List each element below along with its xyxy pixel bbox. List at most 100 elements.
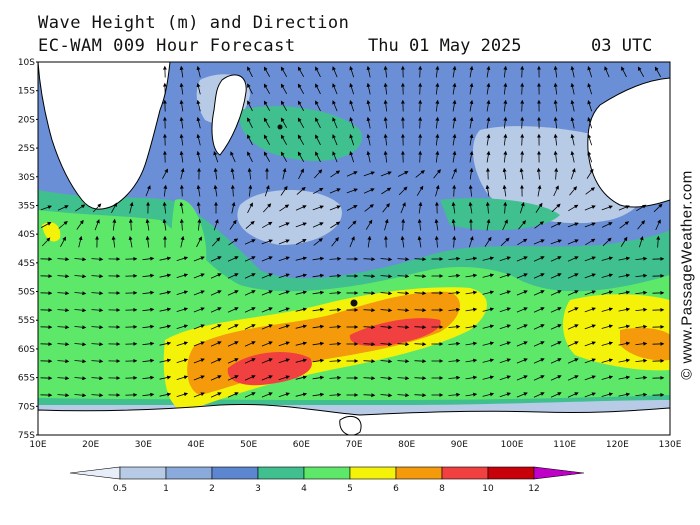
direction-arrow (452, 150, 457, 163)
direction-arrow (469, 150, 474, 163)
direction-arrow (315, 134, 321, 146)
direction-arrow (57, 393, 70, 398)
direction-arrow (180, 235, 185, 248)
legend-swatch (303, 466, 351, 480)
direction-arrow (400, 202, 406, 214)
direction-arrow (261, 307, 273, 313)
direction-arrow (329, 307, 342, 312)
direction-arrow (553, 116, 558, 129)
lon-label-110E: 110E (553, 440, 576, 450)
direction-arrow (295, 273, 308, 278)
legend-swatch (257, 466, 305, 480)
direction-arrow (278, 256, 290, 262)
direction-arrow (570, 99, 575, 112)
direction-arrow (380, 393, 393, 398)
direction-arrow (516, 256, 528, 262)
direction-arrow (637, 220, 646, 230)
direction-arrow (261, 375, 273, 381)
direction-arrow (196, 82, 201, 95)
direction-arrow (482, 273, 495, 278)
direction-arrow (263, 151, 271, 162)
direction-arrow (261, 239, 273, 245)
direction-arrow (159, 256, 172, 261)
direction-arrow (585, 187, 596, 195)
direction-arrow (91, 274, 104, 279)
direction-arrow (584, 205, 596, 211)
lon-label-60E: 60E (293, 440, 310, 450)
direction-arrow (653, 203, 663, 213)
direction-arrow (601, 273, 614, 278)
kerguelen-island (350, 299, 358, 307)
direction-arrow (516, 273, 528, 279)
direction-arrow (567, 222, 579, 228)
direction-arrow (516, 290, 528, 296)
direction-arrow (159, 324, 172, 329)
direction-arrow (159, 392, 172, 397)
direction-arrow (349, 117, 355, 129)
direction-arrow (452, 99, 457, 112)
direction-arrow (262, 221, 273, 229)
direction-arrow (193, 290, 205, 296)
direction-arrow (280, 185, 288, 196)
direction-arrow (601, 324, 614, 329)
direction-arrow (550, 392, 562, 398)
direction-arrow (57, 257, 70, 262)
legend-label-12: 12 (528, 484, 539, 494)
direction-arrow (448, 358, 461, 363)
direction-arrow (244, 358, 256, 364)
direction-arrow (312, 324, 325, 329)
direction-arrow (227, 290, 239, 296)
direction-arrow (553, 150, 558, 163)
direction-arrow (363, 342, 376, 347)
direction-arrow (482, 392, 495, 397)
direction-arrow (434, 218, 439, 231)
direction-arrow (196, 236, 202, 248)
direction-arrow (517, 238, 528, 246)
direction-arrow (381, 187, 392, 195)
direction-arrow (585, 238, 596, 246)
direction-arrow (227, 324, 239, 330)
direction-arrow (417, 235, 422, 248)
direction-arrow (587, 117, 593, 129)
wave-height-legend: 0.5 1 2 3 4 5 6 8 10 12 (69, 466, 585, 494)
direction-arrow (618, 358, 631, 363)
direction-arrow (587, 66, 593, 78)
direction-arrow (295, 239, 307, 245)
direction-arrow (261, 273, 273, 279)
direction-arrow (346, 205, 358, 211)
direction-arrow (145, 185, 151, 197)
direction-arrow (435, 82, 440, 95)
direction-arrow (533, 392, 545, 398)
direction-arrow (247, 83, 253, 95)
direction-arrow (553, 133, 558, 146)
direction-arrow (297, 100, 305, 111)
direction-arrow (503, 150, 508, 163)
direction-arrow (465, 290, 478, 295)
direction-arrow (363, 393, 376, 398)
direction-arrow (111, 202, 117, 213)
legend-swatch-below-min (69, 466, 121, 480)
direction-arrow (349, 151, 355, 163)
direction-arrow (179, 150, 184, 163)
direction-arrow (536, 167, 541, 180)
direction-arrow (620, 236, 628, 247)
direction-arrow (503, 201, 508, 214)
direction-arrow (469, 167, 474, 180)
madagascar-landmass (211, 74, 247, 156)
direction-arrow (295, 358, 308, 363)
direction-arrow (448, 307, 461, 312)
direction-arrow (602, 237, 612, 247)
direction-arrow (329, 375, 342, 380)
direction-arrow (349, 66, 355, 78)
direction-arrow (570, 133, 575, 146)
lat-label-65S: 65S (18, 374, 35, 384)
direction-arrow (263, 203, 272, 213)
direction-arrow (210, 392, 222, 398)
direction-arrow (315, 117, 321, 129)
direction-arrow (231, 201, 236, 214)
direction-arrow (586, 168, 594, 179)
direction-arrow (516, 358, 528, 364)
direction-arrow (414, 325, 427, 330)
direction-arrow (332, 83, 338, 95)
direction-arrow (263, 134, 271, 145)
